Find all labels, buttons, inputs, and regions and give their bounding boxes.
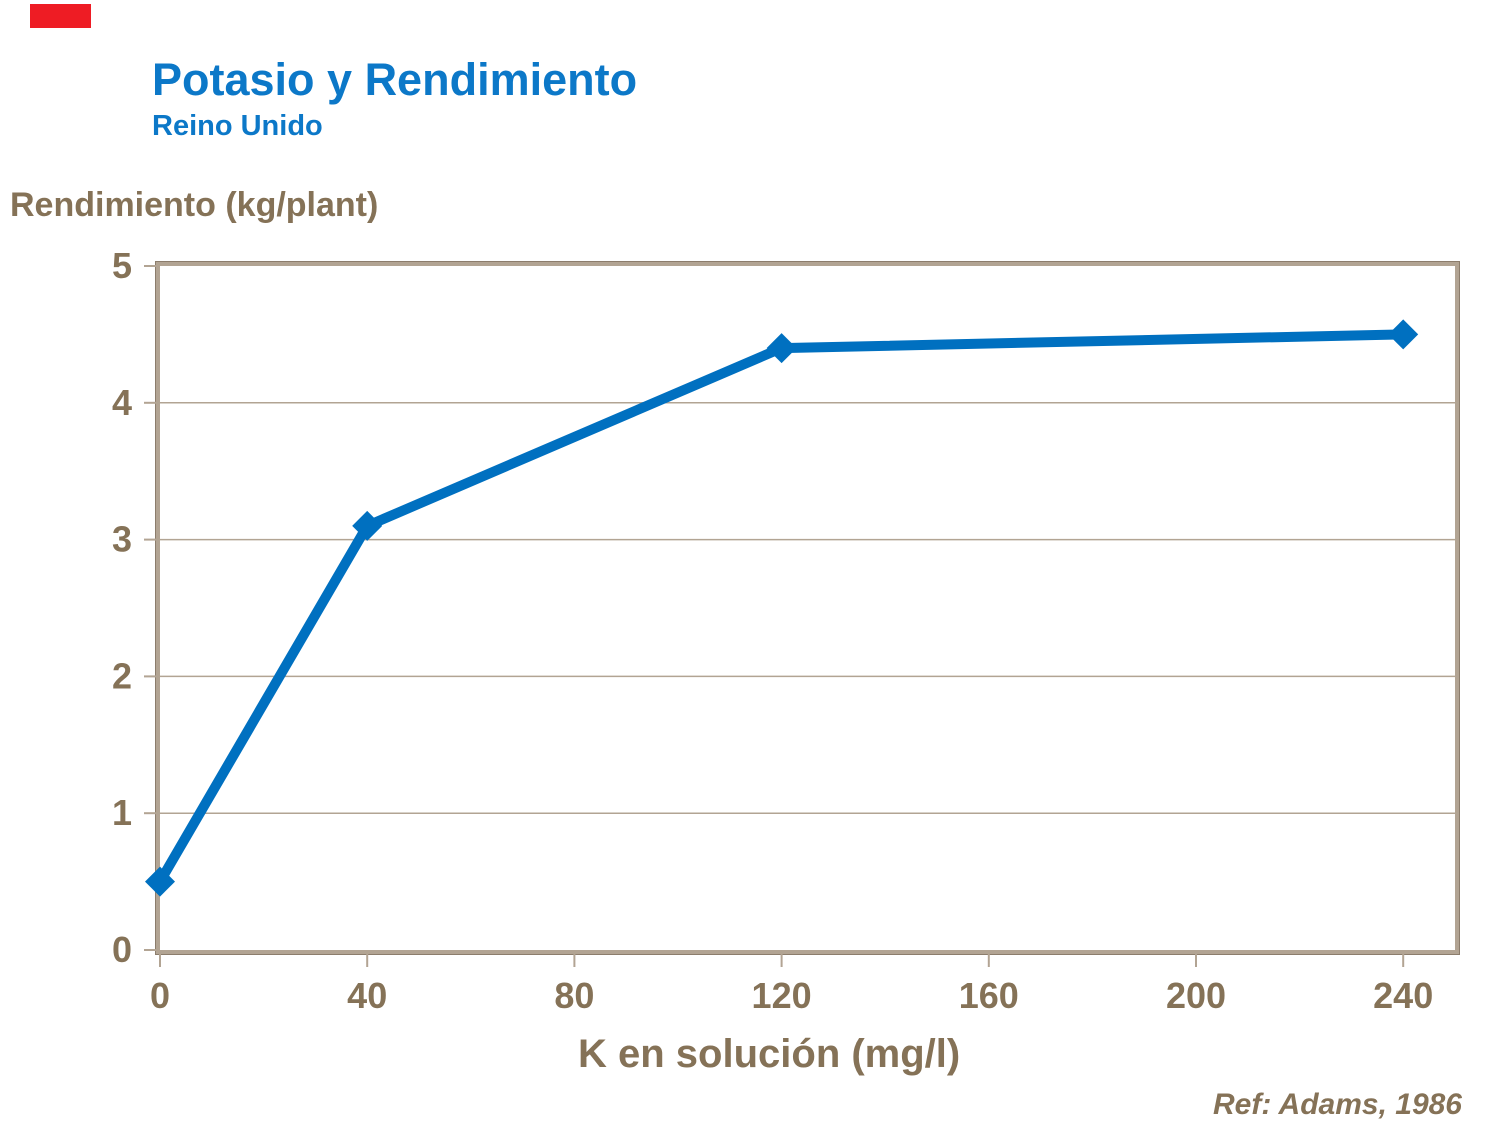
x-tick-label: 200 — [1166, 975, 1226, 1016]
y-tick-label: 2 — [112, 655, 132, 696]
data-point-marker — [1388, 319, 1419, 350]
data-point-marker — [766, 333, 797, 364]
x-axis-label: K en solución (mg/l) — [578, 1032, 961, 1076]
y-tick-label: 0 — [112, 929, 132, 970]
data-point-marker — [352, 510, 383, 541]
y-axis-label: Rendimiento (kg/plant) — [10, 186, 379, 224]
y-tick-label: 5 — [112, 245, 132, 286]
data-line — [155, 329, 1404, 885]
x-tick-label: 0 — [150, 975, 170, 1016]
plot-frame-edge — [155, 261, 1460, 955]
x-tick-label: 120 — [752, 975, 812, 1016]
red-accent-mark — [30, 4, 91, 28]
y-tick-label: 4 — [112, 382, 132, 423]
plot-frame — [156, 262, 1459, 954]
y-tick-label: 3 — [112, 519, 132, 560]
chart-title: Potasio y Rendimiento — [152, 54, 638, 105]
y-tick-label: 1 — [112, 792, 132, 833]
x-tick-label: 160 — [959, 975, 1019, 1016]
x-tick-label: 80 — [554, 975, 594, 1016]
x-tick-label: 40 — [347, 975, 387, 1016]
reference-text: Ref: Adams, 1986 — [1213, 1088, 1462, 1121]
data-point-marker — [145, 866, 175, 897]
chart-subtitle: Reino Unido — [152, 110, 323, 142]
x-tick-label: 240 — [1373, 975, 1433, 1016]
